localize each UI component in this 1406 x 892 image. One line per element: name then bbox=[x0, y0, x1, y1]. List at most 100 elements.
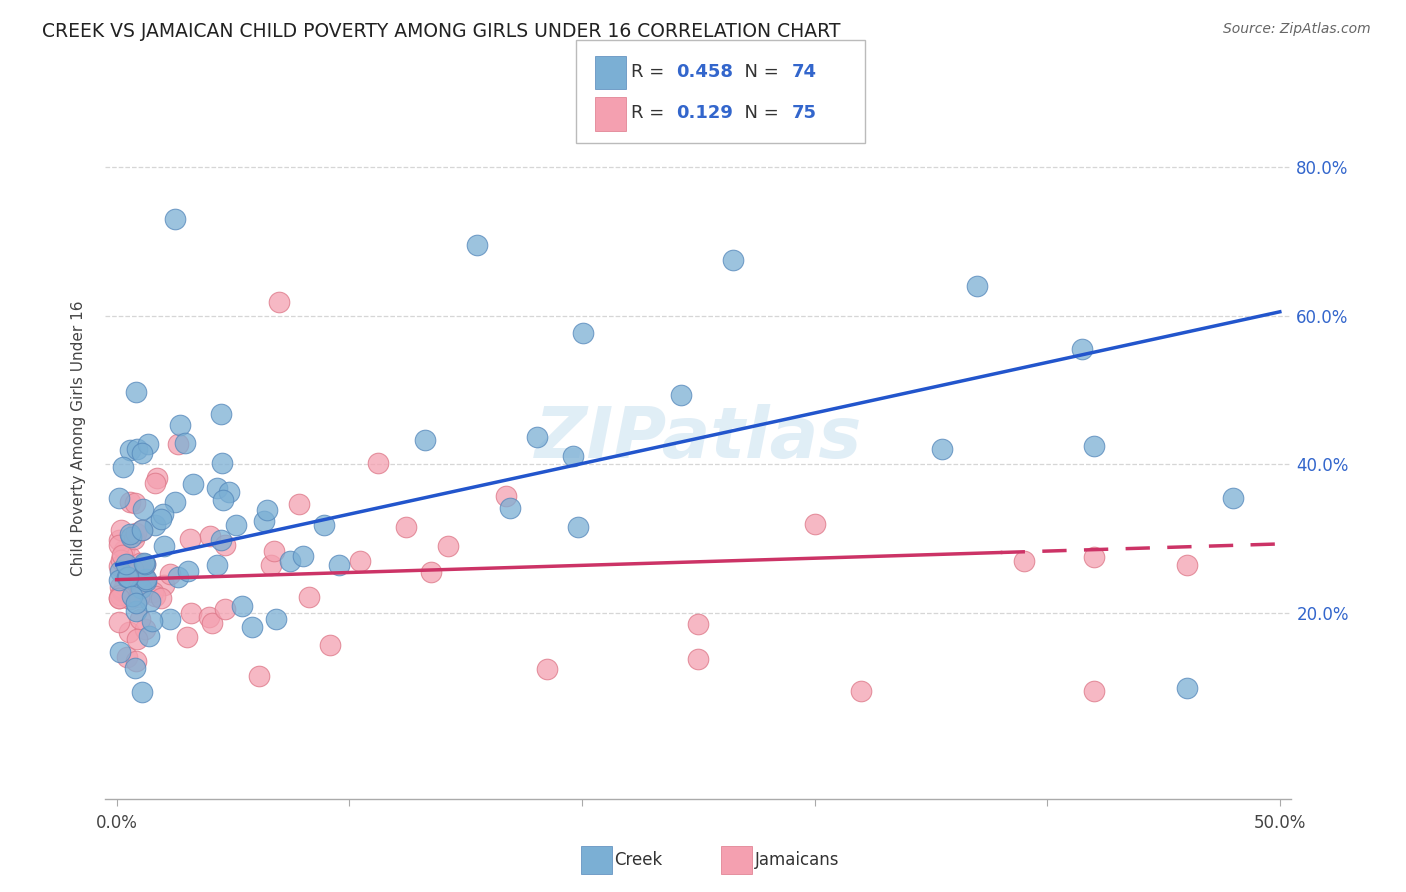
Point bbox=[1083, 550, 1105, 565]
Point bbox=[134, 571, 156, 585]
Point bbox=[150, 512, 173, 526]
Text: Source: ZipAtlas.com: Source: ZipAtlas.com bbox=[1223, 22, 1371, 37]
Point bbox=[115, 557, 138, 571]
Point bbox=[112, 543, 135, 558]
Point bbox=[1071, 342, 1094, 356]
Point bbox=[117, 571, 139, 585]
Point bbox=[247, 669, 270, 683]
Point bbox=[536, 662, 558, 676]
Point bbox=[201, 615, 224, 630]
Point bbox=[395, 519, 418, 533]
Point bbox=[167, 570, 190, 584]
Point bbox=[152, 578, 174, 592]
Point bbox=[437, 539, 460, 553]
Point bbox=[108, 580, 131, 594]
Point bbox=[349, 554, 371, 568]
Point bbox=[465, 237, 488, 252]
Point bbox=[176, 630, 198, 644]
Point bbox=[163, 495, 186, 509]
Point bbox=[131, 446, 153, 460]
Point bbox=[1175, 558, 1198, 572]
Point bbox=[122, 533, 145, 547]
Point bbox=[1222, 491, 1244, 505]
Point bbox=[114, 579, 136, 593]
Point bbox=[108, 645, 131, 659]
Point bbox=[115, 570, 138, 584]
Point bbox=[225, 518, 247, 533]
Point bbox=[159, 612, 181, 626]
Point bbox=[207, 481, 229, 495]
Point bbox=[134, 622, 156, 636]
Point bbox=[108, 558, 131, 573]
Point bbox=[122, 561, 145, 575]
Point bbox=[266, 612, 288, 626]
Point bbox=[132, 556, 155, 570]
Point bbox=[131, 523, 153, 537]
Point bbox=[117, 570, 139, 584]
Point bbox=[128, 591, 150, 605]
Point bbox=[132, 565, 155, 579]
Point bbox=[111, 548, 134, 562]
Point bbox=[122, 567, 145, 582]
Point bbox=[1083, 439, 1105, 453]
Point bbox=[117, 650, 139, 665]
Point bbox=[146, 470, 169, 484]
Point bbox=[143, 589, 166, 603]
Text: N =: N = bbox=[733, 62, 785, 81]
Point bbox=[118, 443, 141, 458]
Point bbox=[134, 557, 156, 571]
Point bbox=[143, 518, 166, 533]
Point bbox=[108, 615, 131, 630]
Point bbox=[149, 591, 172, 606]
Point bbox=[108, 565, 131, 579]
Point bbox=[214, 602, 236, 616]
Point bbox=[153, 539, 176, 553]
Point bbox=[319, 638, 342, 652]
Point bbox=[125, 604, 148, 618]
Point bbox=[117, 624, 139, 639]
Point bbox=[198, 609, 221, 624]
Y-axis label: Child Poverty Among Girls Under 16: Child Poverty Among Girls Under 16 bbox=[72, 301, 86, 576]
Point bbox=[495, 489, 517, 503]
Text: 0.458: 0.458 bbox=[676, 62, 734, 81]
Point bbox=[240, 620, 263, 634]
Point bbox=[209, 407, 232, 421]
Point bbox=[180, 606, 202, 620]
Point bbox=[125, 654, 148, 668]
Point bbox=[108, 533, 131, 548]
Point bbox=[125, 596, 148, 610]
Point bbox=[209, 533, 232, 548]
Text: 75: 75 bbox=[792, 104, 817, 122]
Point bbox=[120, 527, 142, 541]
Point bbox=[298, 590, 321, 604]
Point bbox=[205, 558, 228, 573]
Point bbox=[688, 652, 710, 666]
Point bbox=[125, 385, 148, 400]
Point bbox=[173, 436, 195, 450]
Point bbox=[124, 661, 146, 675]
Text: N =: N = bbox=[733, 104, 785, 122]
Point bbox=[139, 594, 162, 608]
Text: R =: R = bbox=[631, 62, 671, 81]
Point bbox=[159, 566, 181, 581]
Point bbox=[135, 573, 157, 587]
Point bbox=[111, 583, 134, 598]
Point bbox=[181, 476, 204, 491]
Point bbox=[110, 552, 132, 566]
Point bbox=[169, 417, 191, 432]
Point bbox=[803, 516, 825, 531]
Point bbox=[108, 538, 131, 552]
Point bbox=[721, 252, 744, 267]
Point bbox=[269, 295, 291, 310]
Point bbox=[211, 492, 233, 507]
Point bbox=[231, 599, 253, 614]
Point bbox=[688, 617, 710, 632]
Point bbox=[669, 387, 692, 401]
Point bbox=[141, 615, 163, 629]
Point bbox=[198, 529, 221, 543]
Point bbox=[142, 585, 165, 599]
Point bbox=[420, 565, 443, 579]
Point bbox=[131, 523, 153, 537]
Point bbox=[135, 574, 157, 588]
Point bbox=[328, 558, 350, 572]
